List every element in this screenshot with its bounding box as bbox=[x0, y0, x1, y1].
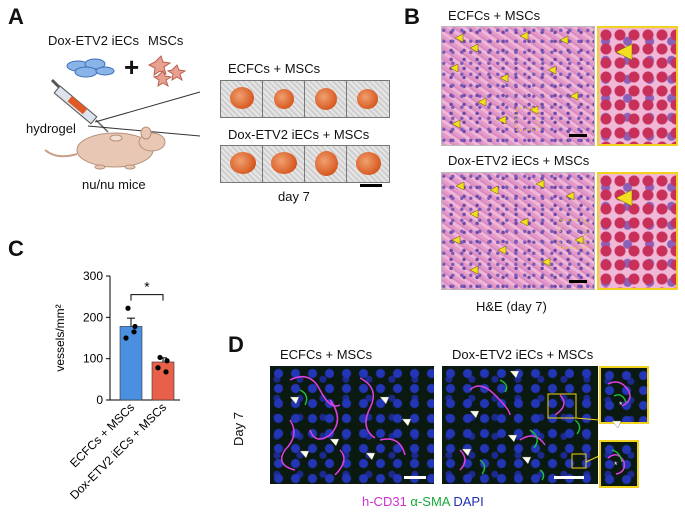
scale-bar bbox=[569, 280, 587, 283]
hydrogel-label: hydrogel bbox=[26, 121, 76, 136]
he-group-1-title: ECFCs + MSCs bbox=[448, 8, 541, 23]
significance-marker: * bbox=[144, 279, 150, 295]
data-point bbox=[123, 335, 129, 341]
explant-group-2-title: Dox-ETV2 iECs + MSCs bbox=[228, 127, 370, 142]
explant-photo bbox=[220, 80, 264, 118]
syringe-icon bbox=[50, 78, 109, 133]
iec-cells-icon bbox=[66, 58, 115, 78]
he-image-iec bbox=[441, 172, 595, 290]
explant-group-1-title: ECFCs + MSCs bbox=[228, 61, 321, 76]
he-group-2-title: Dox-ETV2 iECs + MSCs bbox=[448, 153, 590, 168]
if-image-ecfc bbox=[270, 366, 434, 484]
data-point bbox=[164, 358, 170, 364]
he-zoom-iec bbox=[597, 172, 678, 290]
panel-c-label: C bbox=[8, 236, 24, 261]
data-point bbox=[163, 369, 169, 375]
msc-label: MSCs bbox=[148, 33, 184, 48]
panel-d-label: D bbox=[228, 332, 244, 357]
scale-bar bbox=[404, 476, 426, 479]
stain-legend: h-CD31 α-SMA DAPI bbox=[362, 495, 484, 509]
schematic-illustration bbox=[44, 55, 201, 170]
explant-photo bbox=[304, 145, 348, 183]
svg-text:*: * bbox=[619, 400, 623, 410]
data-point bbox=[132, 323, 138, 330]
data-point bbox=[131, 329, 137, 335]
if-group-1-title: ECFCs + MSCs bbox=[280, 347, 373, 362]
y-tick-label: 300 bbox=[83, 269, 103, 283]
he-image-ecfc bbox=[441, 26, 595, 146]
explant-photo bbox=[262, 80, 306, 118]
data-point bbox=[155, 365, 161, 371]
cell-label: Dox-ETV2 iECs bbox=[48, 33, 140, 48]
scale-bar bbox=[360, 184, 382, 187]
data-point bbox=[157, 354, 163, 361]
msc-cells-icon bbox=[147, 55, 187, 88]
significance-bracket bbox=[130, 294, 164, 301]
vessel-arrowheads-b bbox=[449, 31, 633, 275]
explant-photo bbox=[346, 145, 390, 183]
explant-day-label: day 7 bbox=[278, 189, 310, 204]
y-tick-label: 100 bbox=[83, 352, 103, 366]
svg-text:*: * bbox=[614, 460, 618, 470]
explant-photo bbox=[262, 145, 306, 183]
scale-bar bbox=[569, 134, 587, 137]
explant-photo bbox=[346, 80, 390, 118]
panel-b-label: B bbox=[404, 4, 420, 29]
data-point bbox=[125, 305, 131, 311]
he-caption: H&E (day 7) bbox=[476, 299, 547, 314]
if-zoom-1 bbox=[599, 366, 649, 424]
y-tick-label: 0 bbox=[96, 393, 103, 407]
explant-photo bbox=[304, 80, 348, 118]
y-tick-label: 200 bbox=[83, 310, 103, 324]
if-zoom-2 bbox=[599, 440, 639, 488]
y-axis-label: vessels/mm² bbox=[53, 304, 67, 371]
stain-cd31: h-CD31 bbox=[362, 494, 407, 509]
mice-label: nu/nu mice bbox=[82, 177, 146, 192]
plus-sign: + bbox=[124, 52, 140, 82]
scale-bar bbox=[554, 476, 584, 479]
panel-a-label: A bbox=[8, 4, 24, 29]
he-zoom-ecfc bbox=[597, 26, 678, 146]
stain-dapi: DAPI bbox=[453, 494, 484, 509]
if-group-2-title: Dox-ETV2 iECs + MSCs bbox=[452, 347, 594, 362]
stain-sma: α-SMA bbox=[410, 494, 450, 509]
mouse-icon bbox=[44, 126, 166, 170]
